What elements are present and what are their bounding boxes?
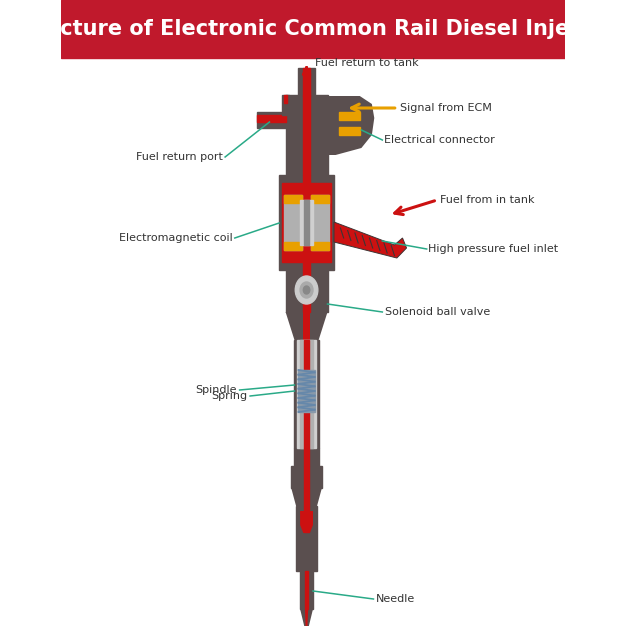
Polygon shape — [304, 312, 310, 340]
Bar — [339, 127, 360, 135]
Text: Fuel from in tank: Fuel from in tank — [439, 195, 534, 205]
Polygon shape — [291, 488, 322, 506]
Bar — [279, 175, 334, 270]
Bar — [299, 68, 315, 96]
Polygon shape — [300, 609, 313, 626]
Bar — [284, 95, 287, 103]
Bar — [304, 200, 309, 245]
Bar — [296, 506, 317, 571]
Bar — [282, 95, 289, 115]
Bar — [284, 195, 302, 250]
Text: Signal from ECM: Signal from ECM — [400, 103, 492, 113]
Polygon shape — [285, 312, 327, 340]
Circle shape — [304, 286, 310, 294]
Bar — [304, 340, 309, 448]
Bar — [311, 195, 329, 203]
Bar — [257, 115, 285, 122]
Bar — [300, 340, 313, 448]
Bar — [304, 68, 310, 96]
Bar — [304, 175, 310, 270]
Bar — [297, 340, 316, 448]
Text: Fuel return to tank: Fuel return to tank — [315, 58, 418, 68]
Polygon shape — [300, 511, 313, 533]
Bar — [304, 270, 310, 312]
Text: Spring: Spring — [212, 391, 248, 401]
Polygon shape — [327, 96, 374, 155]
Text: Needle: Needle — [376, 594, 415, 604]
Bar — [300, 571, 313, 609]
Bar — [284, 195, 302, 203]
Bar — [294, 340, 319, 448]
Text: Spindle: Spindle — [196, 385, 237, 395]
Bar — [284, 242, 302, 250]
Text: Fuel return port: Fuel return port — [136, 152, 223, 162]
Bar — [285, 95, 327, 175]
Circle shape — [295, 276, 318, 304]
Text: Electromagnetic coil: Electromagnetic coil — [118, 233, 232, 243]
Bar — [311, 242, 329, 250]
Bar — [61, 0, 565, 58]
Bar — [257, 112, 285, 128]
Bar — [304, 488, 309, 506]
Bar — [310, 183, 331, 262]
Bar — [300, 200, 313, 245]
Bar — [282, 183, 304, 262]
Bar — [285, 270, 327, 312]
Text: High pressure fuel inlet: High pressure fuel inlet — [428, 244, 558, 254]
Bar — [339, 112, 360, 120]
Bar — [291, 466, 322, 488]
Bar — [311, 195, 329, 250]
Bar — [304, 95, 310, 175]
Text: Solenoid ball valve: Solenoid ball valve — [385, 307, 490, 317]
Circle shape — [300, 282, 313, 298]
Polygon shape — [305, 609, 308, 626]
Bar — [304, 466, 309, 488]
Bar — [305, 571, 308, 609]
Bar — [294, 448, 319, 466]
Text: Structure of Electronic Common Rail Diesel Injector: Structure of Electronic Common Rail Dies… — [10, 19, 616, 39]
Bar — [304, 448, 309, 466]
Text: Electrical connector: Electrical connector — [384, 135, 495, 145]
Bar — [304, 506, 309, 532]
Bar — [298, 370, 316, 412]
Polygon shape — [334, 222, 406, 258]
